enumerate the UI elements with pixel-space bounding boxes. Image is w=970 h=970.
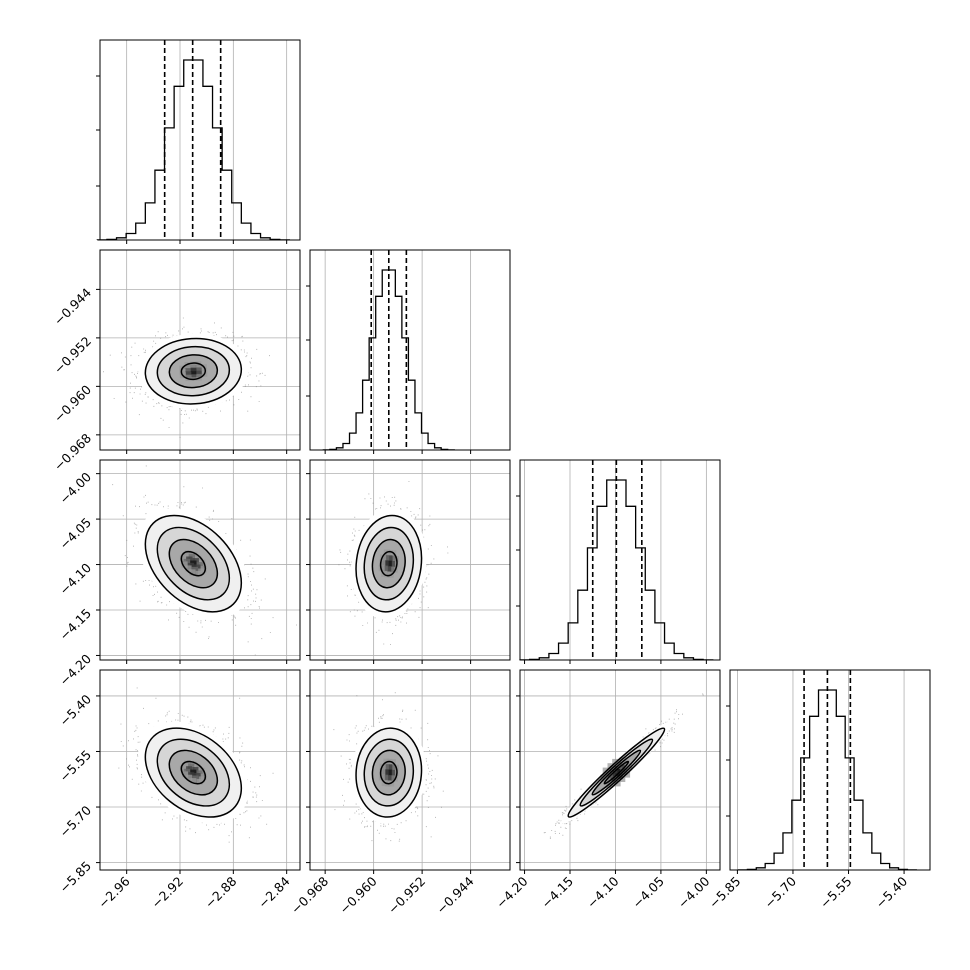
y-tick-label: −0.968 xyxy=(51,430,94,473)
x-tick-label: −5.70 xyxy=(761,873,799,911)
contour-line xyxy=(355,514,423,613)
contour-line xyxy=(156,526,231,601)
contour-line xyxy=(156,345,231,397)
contour-line xyxy=(180,362,207,381)
panel-frame xyxy=(99,669,301,871)
contour-line xyxy=(156,738,231,807)
scatter-contour-panel: −0.968−0.960−0.952−0.944 xyxy=(288,669,511,917)
panel-frame xyxy=(729,669,931,871)
y-tick-label: −4.05 xyxy=(56,515,94,553)
x-tick-label: −2.88 xyxy=(202,873,240,911)
contour-line xyxy=(168,749,219,796)
panel-frame xyxy=(309,459,511,661)
panel-frame xyxy=(99,459,301,661)
y-tick-label: −0.944 xyxy=(51,285,94,328)
histogram-panel xyxy=(516,459,721,664)
x-tick-label: −0.968 xyxy=(288,873,331,916)
contour-line xyxy=(591,749,642,796)
contour-line xyxy=(363,526,415,601)
x-tick-label: −4.15 xyxy=(538,874,576,912)
x-tick-label: −5.40 xyxy=(872,873,910,911)
contour-line xyxy=(603,760,630,785)
x-tick-label: −0.960 xyxy=(336,873,379,916)
x-tick-label: −5.85 xyxy=(706,874,744,912)
contour-line xyxy=(144,514,243,613)
scatter-contour-panel: −2.96 −2.92 −2.88 −2.84 −5.85 −5.70 −5.55 −5.40 xyxy=(56,669,301,912)
panel-frame xyxy=(309,249,511,451)
panel-frame xyxy=(519,669,721,871)
x-tick-label: −2.84 xyxy=(255,873,293,911)
scatter-contour-panel: −0.968 −0.960 −0.952 −0.944 xyxy=(51,249,301,474)
contour-line xyxy=(379,550,398,577)
contour-line xyxy=(371,749,406,796)
contour-line xyxy=(180,760,207,785)
contour-line xyxy=(168,538,219,589)
x-tick-label: −2.92 xyxy=(148,874,186,912)
y-tick-label: −5.85 xyxy=(56,858,94,896)
contour-line xyxy=(168,354,219,389)
y-tick-label: −0.952 xyxy=(51,333,94,376)
panel-frame xyxy=(519,459,721,661)
y-tick-label: −5.55 xyxy=(56,747,94,785)
x-tick-label: −0.952 xyxy=(385,874,428,917)
x-tick-label: −4.10 xyxy=(584,873,622,911)
y-tick-label: −5.70 xyxy=(56,803,94,841)
x-tick-label: −4.05 xyxy=(629,874,667,912)
panel-frame xyxy=(99,249,301,451)
contour-line xyxy=(371,538,406,589)
contour-line xyxy=(144,727,243,818)
histogram-panel: −5.85 −5.70 −5.55 −5.40 xyxy=(706,669,931,912)
histogram-panel xyxy=(306,249,511,454)
contour-line xyxy=(363,738,415,807)
scatter-contour-panel: −4.20−4.15−4.10−4.05−4.00 xyxy=(493,669,721,912)
contour-line xyxy=(180,550,207,577)
panel-frame xyxy=(309,669,511,871)
contour-line xyxy=(355,727,423,818)
histogram-panel xyxy=(96,39,301,244)
contour-line xyxy=(579,738,654,807)
density-core xyxy=(179,550,207,578)
x-tick-label: −4.00 xyxy=(675,873,713,911)
x-tick-label: −2.96 xyxy=(95,873,133,911)
y-tick-label: −4.10 xyxy=(56,560,94,598)
x-tick-label: −5.55 xyxy=(817,874,855,912)
density-core xyxy=(179,760,207,785)
panel-frame xyxy=(99,39,301,241)
scatter-contour-panel xyxy=(306,459,511,664)
contour-line xyxy=(144,337,243,405)
x-tick-label: −0.944 xyxy=(433,873,476,916)
scatter-contour-panel: −4.20 −4.15 −4.10 −4.05 −4.00 xyxy=(56,459,301,689)
contour-line xyxy=(567,727,666,818)
y-tick-label: −5.40 xyxy=(56,691,94,729)
x-tick-label: −4.20 xyxy=(493,873,531,911)
y-tick-label: −4.00 xyxy=(56,469,94,507)
y-tick-label: −4.20 xyxy=(56,651,94,689)
contour-line xyxy=(379,760,398,785)
y-tick-label: −4.15 xyxy=(56,606,94,644)
y-tick-label: −0.960 xyxy=(51,382,94,425)
